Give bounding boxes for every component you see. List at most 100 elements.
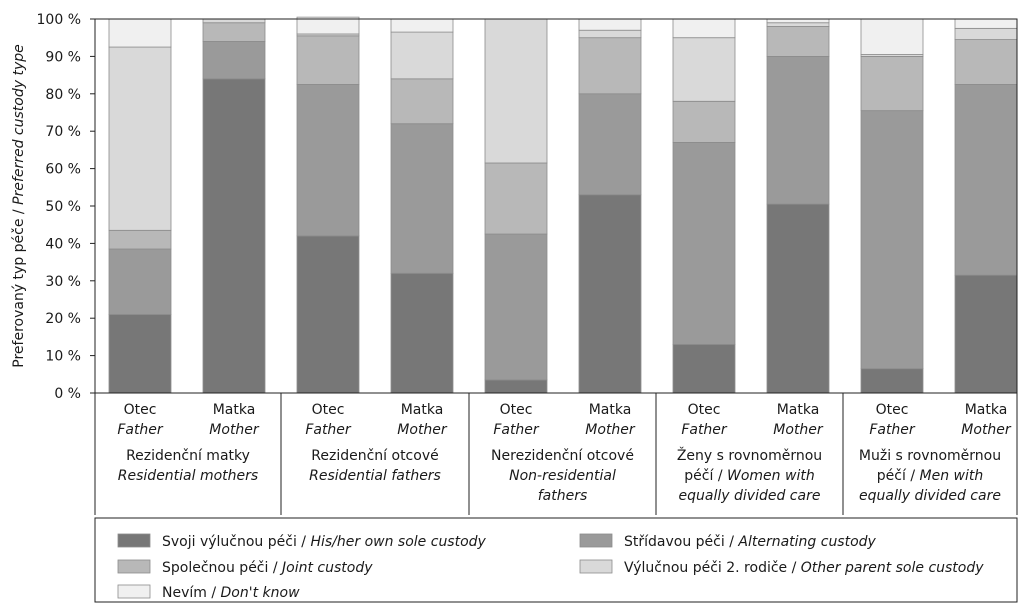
bar-label-cs-7: Otec xyxy=(688,402,721,418)
legend-label-1: Svoji výlučnou péči / His/her own sole c… xyxy=(162,534,487,550)
bar-label-cs-10: Matka xyxy=(965,402,1008,418)
group-label-5-line-3: equally divided care xyxy=(859,488,1001,504)
bar-segment-4-series-4 xyxy=(390,31,454,80)
bar-label-cs-5: Otec xyxy=(500,402,533,418)
bar-segment-7-series-2 xyxy=(672,142,736,345)
y-tick-label: 30 % xyxy=(45,274,81,290)
y-tick-label: 0 % xyxy=(54,386,81,402)
bar-segment-10-series-3 xyxy=(954,39,1018,85)
group-label-4-line-3: equally divided care xyxy=(679,488,821,504)
bar-segment-6-series-3 xyxy=(578,37,642,95)
legend-swatch-4 xyxy=(579,559,613,574)
bar-segment-8-series-4 xyxy=(766,22,830,27)
bar-segment-6-series-1 xyxy=(578,194,642,394)
bar-segment-5-series-2 xyxy=(484,233,548,381)
y-tick-label: 60 % xyxy=(45,162,81,178)
bar-segment-6-series-4 xyxy=(578,29,642,39)
bar-segment-3-series-3 xyxy=(296,35,360,85)
bar-label-en-4: Mother xyxy=(397,422,448,438)
bar-segment-4-series-3 xyxy=(390,78,454,125)
legend: Svoji výlučnou péči / His/her own sole c… xyxy=(94,517,1018,603)
bar-segment-10-series-1 xyxy=(954,274,1018,394)
bar-segment-10-series-5 xyxy=(954,18,1018,29)
group-label-1-line-2: Residential mothers xyxy=(118,468,258,484)
y-axis-label: Preferovaný typ péče / Preferred custody… xyxy=(11,44,27,367)
bar-label-cs-8: Matka xyxy=(777,402,820,418)
bar-segment-6-series-5 xyxy=(578,18,642,31)
bar-segment-9-series-3 xyxy=(860,56,924,112)
y-tick-label: 50 % xyxy=(45,199,81,215)
bar-segment-1-series-1 xyxy=(108,314,172,394)
legend-label-3: Společnou péči / Joint custody xyxy=(162,560,373,576)
group-label-2-line-1: Rezidenční otcové xyxy=(311,448,438,464)
bar-segment-10-series-2 xyxy=(954,84,1018,276)
bar-segment-7-series-1 xyxy=(672,343,736,394)
group-label-4-line-2: péčí / Women with xyxy=(684,468,814,484)
bar-label-cs-9: Otec xyxy=(876,402,909,418)
bar-label-en-2: Mother xyxy=(209,422,260,438)
legend-swatch-3 xyxy=(117,559,151,574)
bar-segment-8-series-5 xyxy=(766,18,830,24)
x-axis-categories: Otec Father Matka Mother Otec Father Matka Moth… xyxy=(117,402,1012,504)
group-label-3-line-1: Nerezidenční otcové xyxy=(491,448,634,464)
y-tick-label: 80 % xyxy=(45,87,81,103)
bar-segment-10-series-4 xyxy=(954,27,1018,40)
group-label-1-line-1: Rezidenční matky xyxy=(126,448,250,464)
bar-segment-7-series-5 xyxy=(672,18,736,39)
bar-segment-1-series-2 xyxy=(108,248,172,315)
bar-label-en-6: Mother xyxy=(585,422,636,438)
bar-segment-8-series-2 xyxy=(766,56,830,205)
legend-swatch-2 xyxy=(579,533,613,548)
bar-label-en-9: Father xyxy=(869,422,916,438)
bar-segment-1-series-5 xyxy=(108,18,172,48)
bar-label-cs-4: Matka xyxy=(401,402,444,418)
bar-segment-3-series-1 xyxy=(296,235,360,394)
legend-box xyxy=(94,517,1018,603)
bar-label-en-8: Mother xyxy=(773,422,824,438)
y-tick-label: 90 % xyxy=(45,49,81,65)
group-label-3-line-2: Non-residential xyxy=(509,468,616,484)
bar-segment-4-series-2 xyxy=(390,123,454,274)
y-tick-label: 20 % xyxy=(45,311,81,327)
bar-segment-5-series-3 xyxy=(484,162,548,235)
bar-segment-9-series-2 xyxy=(860,110,924,370)
y-tick-label: 100 % xyxy=(37,12,81,28)
bar-segment-8-series-3 xyxy=(766,26,830,57)
bar-segment-7-series-4 xyxy=(672,37,736,102)
group-label-2-line-2: Residential fathers xyxy=(309,468,441,484)
bar-label-en-7: Father xyxy=(681,422,728,438)
legend-label-2: Střídavou péči / Alternating custody xyxy=(624,534,877,550)
bar-segment-1-series-3 xyxy=(108,229,172,250)
bar-segment-3-series-2 xyxy=(296,84,360,237)
bar-segment-9-series-5 xyxy=(860,18,924,55)
legend-swatch-5 xyxy=(117,584,151,599)
legend-label-4: Výlučnou péči 2. rodiče / Other parent s… xyxy=(624,560,984,576)
bar-segment-8-series-1 xyxy=(766,203,830,394)
bar-segment-1-series-4 xyxy=(108,46,172,231)
legend-label-5: Nevím / Don't know xyxy=(162,585,300,601)
group-label-5-line-2: péčí / Men with xyxy=(877,468,983,484)
legend-swatch-1 xyxy=(117,533,151,548)
bar-segment-6-series-2 xyxy=(578,93,642,196)
group-label-5-line-1: Muži s rovnoměrnou xyxy=(859,448,1001,464)
bar-segment-2-series-4 xyxy=(202,18,266,24)
bar-label-cs-1: Otec xyxy=(124,402,157,418)
bar-segment-2-series-2 xyxy=(202,41,266,80)
bar-segment-4-series-1 xyxy=(390,272,454,394)
bar-label-cs-2: Matka xyxy=(213,402,256,418)
bar-label-en-10: Mother xyxy=(961,422,1012,438)
bar-label-cs-3: Otec xyxy=(312,402,345,418)
bar-segment-2-series-1 xyxy=(202,78,266,394)
bar-segment-3-series-5 xyxy=(296,16,360,35)
bar-label-cs-6: Matka xyxy=(589,402,632,418)
bar-segment-5-series-1 xyxy=(484,379,548,394)
bar-segment-9-series-1 xyxy=(860,368,924,394)
y-tick-label: 70 % xyxy=(45,124,81,140)
bar-label-en-3: Father xyxy=(305,422,352,438)
y-tick-label: 10 % xyxy=(45,349,81,365)
y-axis-ticks: 0 % 10 % 20 % 30 % 40 % 50 % 60 % 70 % 80 % 90 % 1… xyxy=(37,12,95,402)
group-label-3-line-3: fathers xyxy=(538,488,588,504)
y-tick-label: 40 % xyxy=(45,236,81,252)
bar-label-en-1: Father xyxy=(117,422,164,438)
